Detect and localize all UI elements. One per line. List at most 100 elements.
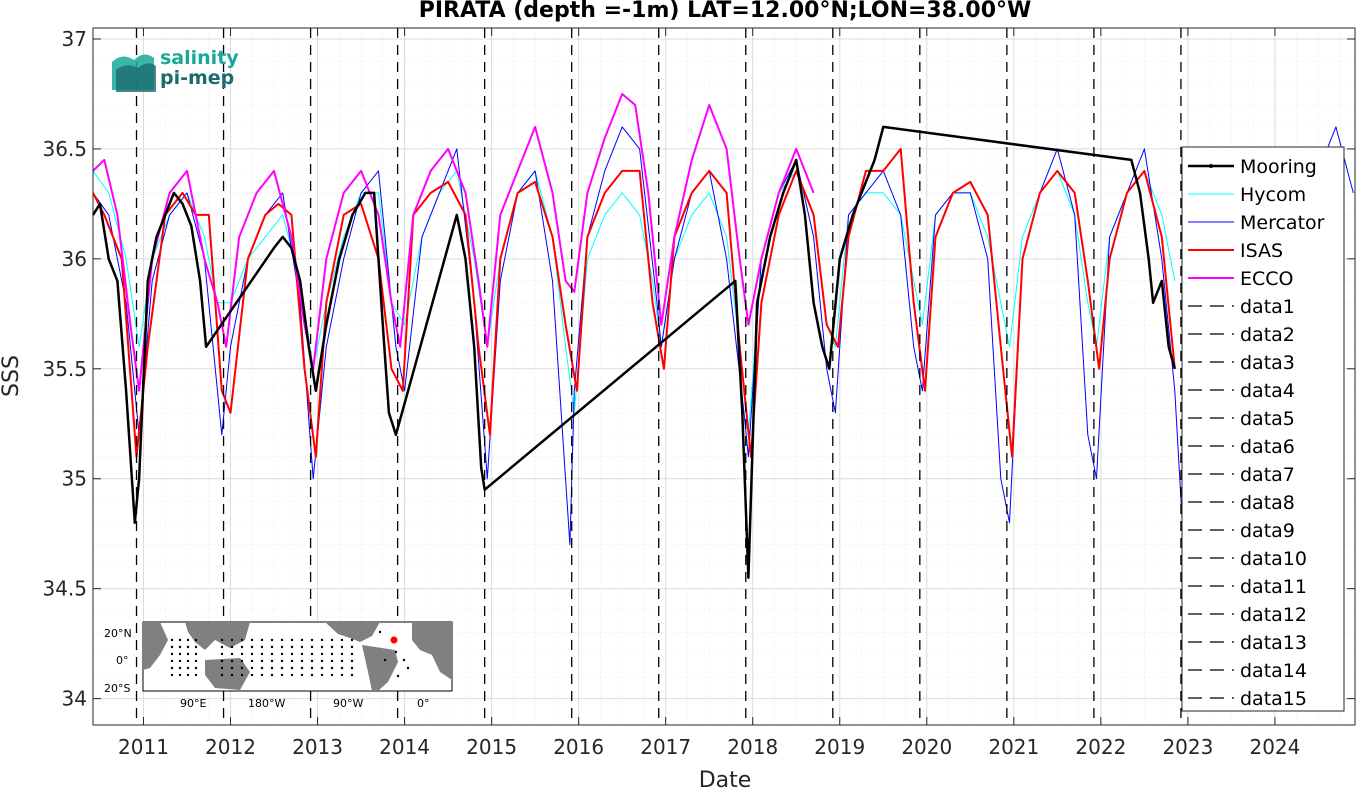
inset-mooring-dot bbox=[340, 645, 344, 649]
inset-mooring-dot bbox=[330, 666, 334, 670]
y-axis-label: SSS bbox=[0, 355, 24, 397]
x-tick-label: 2018 bbox=[727, 735, 778, 759]
inset-mooring-dot bbox=[350, 645, 354, 649]
legend-label: data11 bbox=[1240, 576, 1307, 598]
inset-land-australia bbox=[205, 658, 250, 690]
inset-mooring-dot bbox=[230, 666, 234, 670]
y-tick-label: 35.5 bbox=[42, 357, 87, 381]
inset-mooring-dot bbox=[250, 638, 254, 642]
inset-mooring-dot bbox=[300, 666, 304, 670]
inset-mooring-dot bbox=[290, 659, 294, 663]
inset-mooring-dot bbox=[320, 652, 324, 656]
inset-lon-label-0: 0° bbox=[417, 697, 430, 710]
x-tick-label: 2015 bbox=[466, 735, 517, 759]
inset-mooring-dot bbox=[260, 666, 264, 670]
y-axis-ticks: 34 34.5 35 35.5 36 36.5 37 bbox=[42, 27, 1355, 711]
inset-mooring-dot bbox=[290, 652, 294, 656]
x-tick-label: 2016 bbox=[553, 735, 604, 759]
inset-mooring-dot bbox=[290, 673, 294, 677]
inset-mooring-dot bbox=[220, 638, 224, 642]
inset-mooring-dot bbox=[320, 673, 324, 677]
inset-mooring-dot bbox=[280, 638, 284, 642]
logo-wave-icon-2 bbox=[116, 63, 156, 92]
inset-mooring-dot bbox=[240, 666, 244, 670]
legend-label: data10 bbox=[1240, 548, 1307, 570]
inset-mooring-dot bbox=[186, 659, 190, 663]
inset-mooring-dot bbox=[394, 650, 398, 654]
inset-mooring-dot bbox=[194, 645, 198, 649]
inset-mooring-dot bbox=[170, 645, 174, 649]
plot-frame bbox=[92, 27, 1356, 726]
inset-mooring-dot bbox=[170, 638, 174, 642]
x-axis-label: Date bbox=[699, 768, 752, 790]
inset-mooring-dot bbox=[330, 659, 334, 663]
inset-mooring-dot bbox=[340, 659, 344, 663]
inset-mooring-dot bbox=[220, 645, 224, 649]
inset-mooring-dot bbox=[186, 638, 190, 642]
x-tick-label: 2021 bbox=[988, 735, 1039, 759]
inset-mooring-dot bbox=[230, 638, 234, 642]
inset-mooring-dot bbox=[310, 659, 314, 663]
inset-mooring-dot bbox=[300, 673, 304, 677]
salinity-pi-mep-logo: salinity pi-mep bbox=[112, 47, 239, 92]
inset-mooring-dot bbox=[406, 666, 410, 670]
inset-lat-label-0: 0° bbox=[116, 654, 129, 667]
inset-mooring-dot bbox=[340, 673, 344, 677]
inset-lon-label-90e: 90°E bbox=[180, 697, 206, 710]
inset-mooring-dot bbox=[178, 652, 182, 656]
inset-mooring-dot bbox=[310, 673, 314, 677]
x-tick-label: 2020 bbox=[901, 735, 952, 759]
inset-selected-mooring-marker bbox=[390, 636, 398, 644]
inset-mooring-dot bbox=[330, 638, 334, 642]
x-tick-label: 2024 bbox=[1249, 735, 1300, 759]
inset-mooring-dot bbox=[220, 659, 224, 663]
inset-lon-label-180w: 180°W bbox=[248, 697, 285, 710]
x-tick-label: 2017 bbox=[640, 735, 691, 759]
inset-mooring-dot bbox=[330, 645, 334, 649]
inset-mooring-dot bbox=[250, 659, 254, 663]
inset-mooring-dot bbox=[320, 659, 324, 663]
inset-mooring-dot bbox=[300, 652, 304, 656]
inset-mooring-dot bbox=[220, 652, 224, 656]
legend-label: Hycom bbox=[1240, 184, 1306, 206]
inset-mooring-dot bbox=[250, 652, 254, 656]
x-tick-label: 2023 bbox=[1162, 735, 1213, 759]
legend-label: data9 bbox=[1240, 520, 1295, 542]
legend-label: data5 bbox=[1240, 408, 1295, 430]
y-tick-label: 36 bbox=[62, 247, 87, 271]
inset-mooring-dot bbox=[290, 638, 294, 642]
inset-mooring-dot bbox=[290, 666, 294, 670]
inset-mooring-dot bbox=[194, 673, 198, 677]
series-line-hycom bbox=[92, 170, 1176, 436]
inset-mooring-dot bbox=[402, 658, 406, 662]
x-tick-label: 2013 bbox=[292, 735, 343, 759]
y-tick-label: 36.5 bbox=[42, 137, 87, 161]
inset-lon-label-90w: 90°W bbox=[333, 697, 363, 710]
inset-mooring-dot bbox=[260, 638, 264, 642]
inset-mooring-dot bbox=[310, 652, 314, 656]
x-tick-label: 2019 bbox=[814, 735, 865, 759]
legend-label: data2 bbox=[1240, 324, 1295, 346]
inset-mooring-dot bbox=[260, 659, 264, 663]
series-line-mooring bbox=[91, 125, 1177, 579]
inset-mooring-dot bbox=[350, 673, 354, 677]
inset-mooring-dot bbox=[230, 645, 234, 649]
inset-mooring-dot bbox=[280, 659, 284, 663]
dashed-year-lines bbox=[135, 28, 1182, 725]
inset-mooring-dot bbox=[186, 666, 190, 670]
y-tick-label: 37 bbox=[62, 27, 87, 51]
legend-marker bbox=[1209, 164, 1213, 168]
inset-mooring-dot bbox=[280, 645, 284, 649]
inset-mooring-dot bbox=[250, 645, 254, 649]
inset-mooring-dot bbox=[230, 673, 234, 677]
legend-label: data13 bbox=[1240, 632, 1307, 654]
inset-mooring-dot bbox=[260, 673, 264, 677]
grid bbox=[93, 28, 1355, 725]
inset-mooring-dot bbox=[240, 673, 244, 677]
inset-mooring-dot bbox=[220, 673, 224, 677]
legend-label: data6 bbox=[1240, 436, 1295, 458]
inset-mooring-dot bbox=[270, 652, 274, 656]
inset-lat-label-20n: 20°N bbox=[104, 627, 132, 640]
inset-mooring-dot bbox=[280, 673, 284, 677]
legend-label: data3 bbox=[1240, 352, 1295, 374]
